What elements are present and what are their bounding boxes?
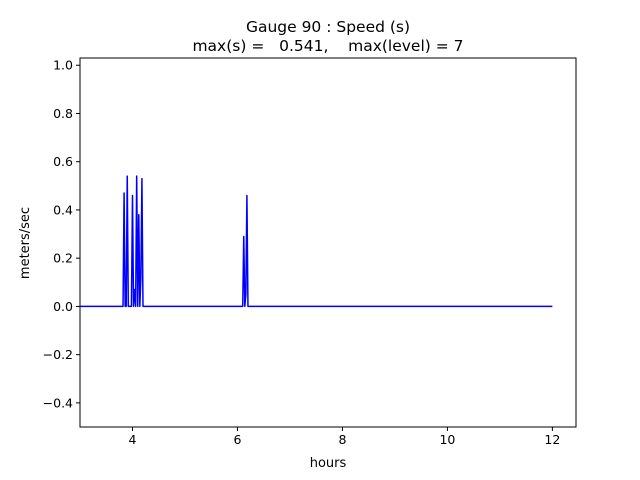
- x-axis-ticks: 4 6 8 10 12: [129, 427, 560, 447]
- chart-title-line2: max(s) = 0.541, max(level) = 7: [192, 37, 463, 55]
- x-tick-label: 10: [439, 432, 455, 447]
- y-tick-label: 0.6: [53, 154, 73, 169]
- y-tick-label: −0.2: [43, 347, 73, 362]
- y-tick-label: 0.4: [53, 202, 73, 217]
- series-group: [80, 175, 553, 308]
- plot-area: 4 6 8 10 12 −0.4 −0.2 0.0 0.2 0.4 0.6 0.8 1.0: [43, 57, 577, 447]
- x-axis-label: hours: [310, 456, 347, 471]
- y-tick-label: −0.4: [43, 395, 73, 410]
- axes-frame: [79, 57, 577, 428]
- y-axis-ticks: −0.4 −0.2 0.0 0.2 0.4 0.6 0.8 1.0: [43, 58, 80, 410]
- series-line-0: [80, 175, 553, 308]
- y-tick-label: 0.8: [53, 106, 73, 121]
- y-tick-label: 0.0: [53, 299, 73, 314]
- chart-title-line1: Gauge 90 : Speed (s): [246, 18, 410, 36]
- y-axis-label: meters/sec: [18, 207, 33, 279]
- x-tick-label: 12: [544, 432, 560, 447]
- y-tick-label: 0.2: [53, 251, 73, 266]
- y-tick-label: 1.0: [53, 58, 73, 73]
- x-tick-label: 6: [233, 432, 241, 447]
- x-tick-label: 8: [338, 432, 346, 447]
- x-tick-label: 4: [129, 432, 137, 447]
